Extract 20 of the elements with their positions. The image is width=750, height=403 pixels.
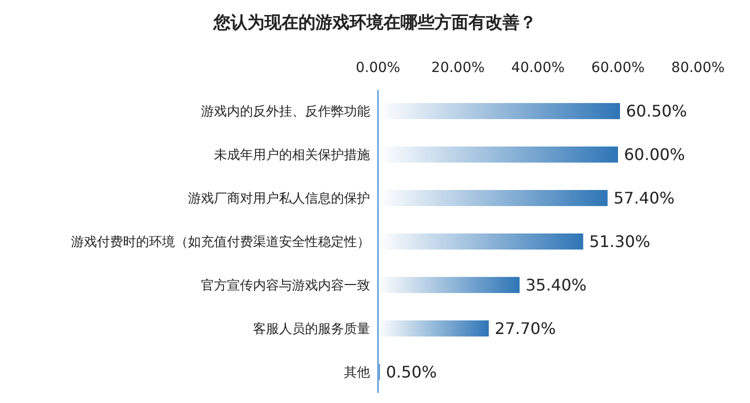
y-tick-label: 游戏厂商对用户私人信息的保护 (188, 192, 370, 207)
data-label: 60.00% (624, 145, 686, 164)
chart-title: 您认为现在的游戏环境在哪些方面有改善？ (212, 12, 536, 33)
x-tick-label: 80.00% (671, 60, 725, 76)
data-label: 0.50% (386, 362, 437, 382)
data-label: 27.70% (494, 319, 556, 338)
y-tick-label: 客服人员的服务质量 (253, 320, 370, 337)
y-tick-label: 游戏内的反外挂、反作弊功能 (201, 104, 370, 120)
data-label: 60.50% (626, 102, 688, 121)
data-label: 51.30% (589, 232, 650, 252)
y-tick-label: 游戏付费时的环境（如充值付费渠道安全性稳定性） (71, 234, 370, 250)
x-tick-label: 20.00% (431, 60, 485, 76)
data-label: 35.40% (526, 276, 587, 295)
data-label: 57.40% (614, 188, 675, 208)
y-tick-label: 其他 (344, 365, 370, 380)
x-tick-label: 0.00% (356, 60, 400, 76)
x-tick-label: 60.00% (591, 60, 645, 76)
x-tick-label: 40.00% (511, 60, 565, 76)
y-tick-label: 官方宣传内容与游戏内容一致 (201, 278, 370, 294)
y-tick-label: 未成年用户的相关保护措施 (214, 148, 370, 164)
